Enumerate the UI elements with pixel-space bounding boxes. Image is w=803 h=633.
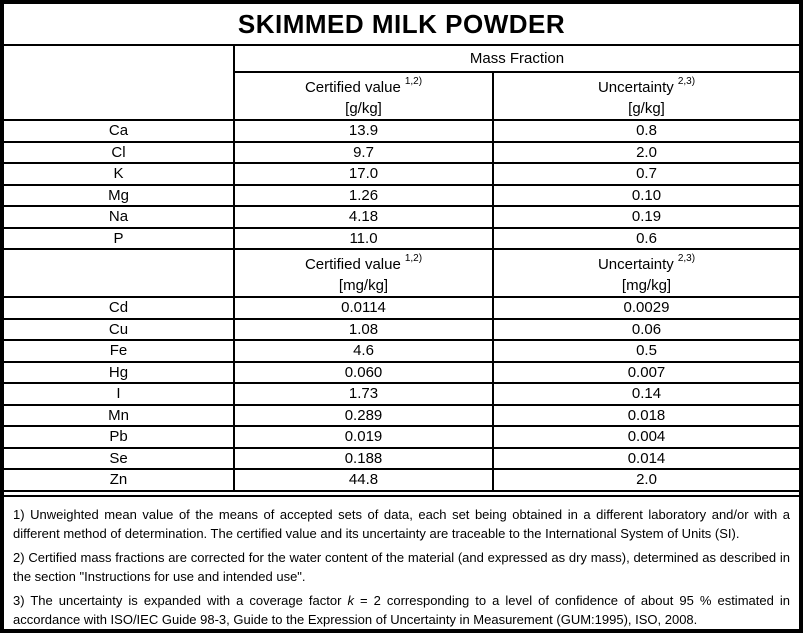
footnote-ref-uncertainty-gkg: 2,3): [677, 76, 696, 87]
mgkg-header-row: Certified value 1,2) [mg/kg] Uncertainty 2…: [4, 248, 799, 298]
certified-value-cell: 0.060: [233, 360, 494, 384]
certified-value-header-gkg: Certified value 1,2) [g/kg]: [234, 71, 494, 121]
uncertainty-cell: 0.7: [492, 162, 799, 186]
footnote-3: 3) The uncertainty is expanded with a co…: [13, 591, 790, 629]
element-symbol: P: [4, 226, 235, 250]
element-symbol: Na: [4, 205, 235, 229]
footnote-3-text: 3) The uncertainty is expanded with a co…: [13, 592, 348, 608]
title-row: SKIMMED MILK POWDER: [4, 4, 799, 46]
element-symbol: Mn: [4, 403, 235, 427]
uncertainty-header-mgkg: Uncertainty 2,3) [mg/kg]: [492, 248, 799, 298]
element-symbol: Ca: [4, 119, 235, 143]
certified-value-cell: 0.0114: [233, 296, 494, 320]
gkg-header-row: Certified value 1,2) [g/kg] Uncertainty 2,…: [4, 71, 799, 121]
table-row-k: K 17.0 0.7: [4, 162, 799, 186]
element-symbol: K: [4, 162, 235, 186]
element-symbol: Cd: [4, 296, 235, 320]
table-row-mg: Mg 1.26 0.10: [4, 183, 799, 207]
element-symbol: Zn: [4, 468, 235, 492]
coverage-factor-k: k: [347, 592, 354, 608]
footnote-3-text-cont: = 2 corresponding to a level of confiden…: [13, 592, 790, 627]
certified-value-cell: 0.289: [233, 403, 494, 427]
certified-value-cell: 1.26: [233, 183, 494, 207]
certified-value-cell: 4.18: [233, 205, 494, 229]
table-row-cd: Cd 0.0114 0.0029: [4, 296, 799, 320]
certified-value-cell: 0.188: [233, 446, 494, 470]
element-symbol: Cl: [4, 140, 235, 164]
uncertainty-cell: 0.007: [492, 360, 799, 384]
certified-value-cell: 1.08: [233, 317, 494, 341]
element-symbol: Fe: [4, 339, 235, 363]
uncertainty-header-gkg: Uncertainty 2,3) [g/kg]: [492, 71, 799, 121]
mass-fraction-row: Mass Fraction: [4, 44, 799, 121]
certified-value-header-line: Certified value 1,2): [236, 251, 491, 275]
certified-value-cell: 1.73: [233, 382, 494, 406]
element-symbol: Hg: [4, 360, 235, 384]
certified-value-cell: 4.6: [233, 339, 494, 363]
uncertainty-cell: 0.06: [492, 317, 799, 341]
table-row-cu: Cu 1.08 0.06: [4, 317, 799, 341]
uncertainty-cell: 0.8: [492, 119, 799, 143]
uncertainty-label: Uncertainty: [597, 256, 674, 273]
certified-value-unit-mgkg: [mg/kg]: [338, 277, 389, 294]
element-symbol: Cu: [4, 317, 235, 341]
certified-value-cell: 17.0: [233, 162, 494, 186]
element-symbol: Mg: [4, 183, 235, 207]
element-symbol: Pb: [4, 425, 235, 449]
uncertainty-cell: 0.19: [492, 205, 799, 229]
footnote-ref-certified-mgkg: 1,2): [404, 253, 423, 264]
table-row-na: Na 4.18 0.19: [4, 205, 799, 229]
element-symbol: Se: [4, 446, 235, 470]
uncertainty-unit-mgkg: [mg/kg]: [621, 277, 672, 294]
table-row-zn: Zn 44.8 2.0: [4, 468, 799, 492]
table-row-pb: Pb 0.019 0.004: [4, 425, 799, 449]
uncertainty-cell: 0.10: [492, 183, 799, 207]
uncertainty-header-line: Uncertainty 2,3): [495, 74, 799, 98]
uncertainty-cell: 0.0029: [492, 296, 799, 320]
certified-value-cell: 13.9: [233, 119, 494, 143]
footnote-ref-uncertainty-mgkg: 2,3): [677, 253, 696, 264]
uncertainty-cell: 0.004: [492, 425, 799, 449]
uncertainty-cell: 0.014: [492, 446, 799, 470]
table-row-fe: Fe 4.6 0.5: [4, 339, 799, 363]
certified-value-cell: 11.0: [233, 226, 494, 250]
uncertainty-header-line: Uncertainty 2,3): [495, 251, 799, 275]
table-row-cl: Cl 9.7 2.0: [4, 140, 799, 164]
certified-value-label: Certified value: [304, 256, 401, 273]
uncertainty-cell: 0.5: [492, 339, 799, 363]
table-row-ca: Ca 13.9 0.8: [4, 119, 799, 143]
uncertainty-cell: 0.14: [492, 382, 799, 406]
certified-value-cell: 9.7: [233, 140, 494, 164]
table-row-hg: Hg 0.060 0.007: [4, 360, 799, 384]
element-symbol: I: [4, 382, 235, 406]
certified-value-header-mgkg: Certified value 1,2) [mg/kg]: [233, 248, 494, 298]
table-row-i: I 1.73 0.14: [4, 382, 799, 406]
element-column-spacer: [4, 44, 235, 121]
uncertainty-label: Uncertainty: [597, 79, 674, 96]
certified-value-unit-gkg: [g/kg]: [345, 100, 382, 117]
certified-values-table: SKIMMED MILK POWDER Mass Fraction Certif…: [4, 4, 799, 492]
uncertainty-cell: 0.018: [492, 403, 799, 427]
footnote-1: 1) Unweighted mean value of the means of…: [13, 506, 790, 541]
footnote-ref-certified-gkg: 1,2): [404, 76, 423, 87]
uncertainty-cell: 0.6: [492, 226, 799, 250]
certified-value-header-line: Certified value 1,2): [235, 74, 491, 98]
uncertainty-cell: 2.0: [492, 140, 799, 164]
page-title: SKIMMED MILK POWDER: [4, 4, 799, 46]
uncertainty-unit-gkg: [g/kg]: [628, 100, 665, 117]
certified-value-cell: 0.019: [233, 425, 494, 449]
footnote-2: 2) Certified mass fractions are correcte…: [13, 549, 790, 584]
uncertainty-cell: 2.0: [492, 468, 799, 492]
mass-fraction-header: Mass Fraction: [233, 44, 799, 73]
table-row-mn: Mn 0.289 0.018: [4, 403, 799, 427]
element-column-spacer: [4, 248, 235, 298]
table-row-p: P 11.0 0.6: [4, 226, 799, 250]
certified-value-cell: 44.8: [233, 468, 494, 492]
footnotes-section: 1) Unweighted mean value of the means of…: [4, 494, 799, 630]
table-row-se: Se 0.188 0.014: [4, 446, 799, 470]
certified-value-label: Certified value: [304, 79, 401, 96]
